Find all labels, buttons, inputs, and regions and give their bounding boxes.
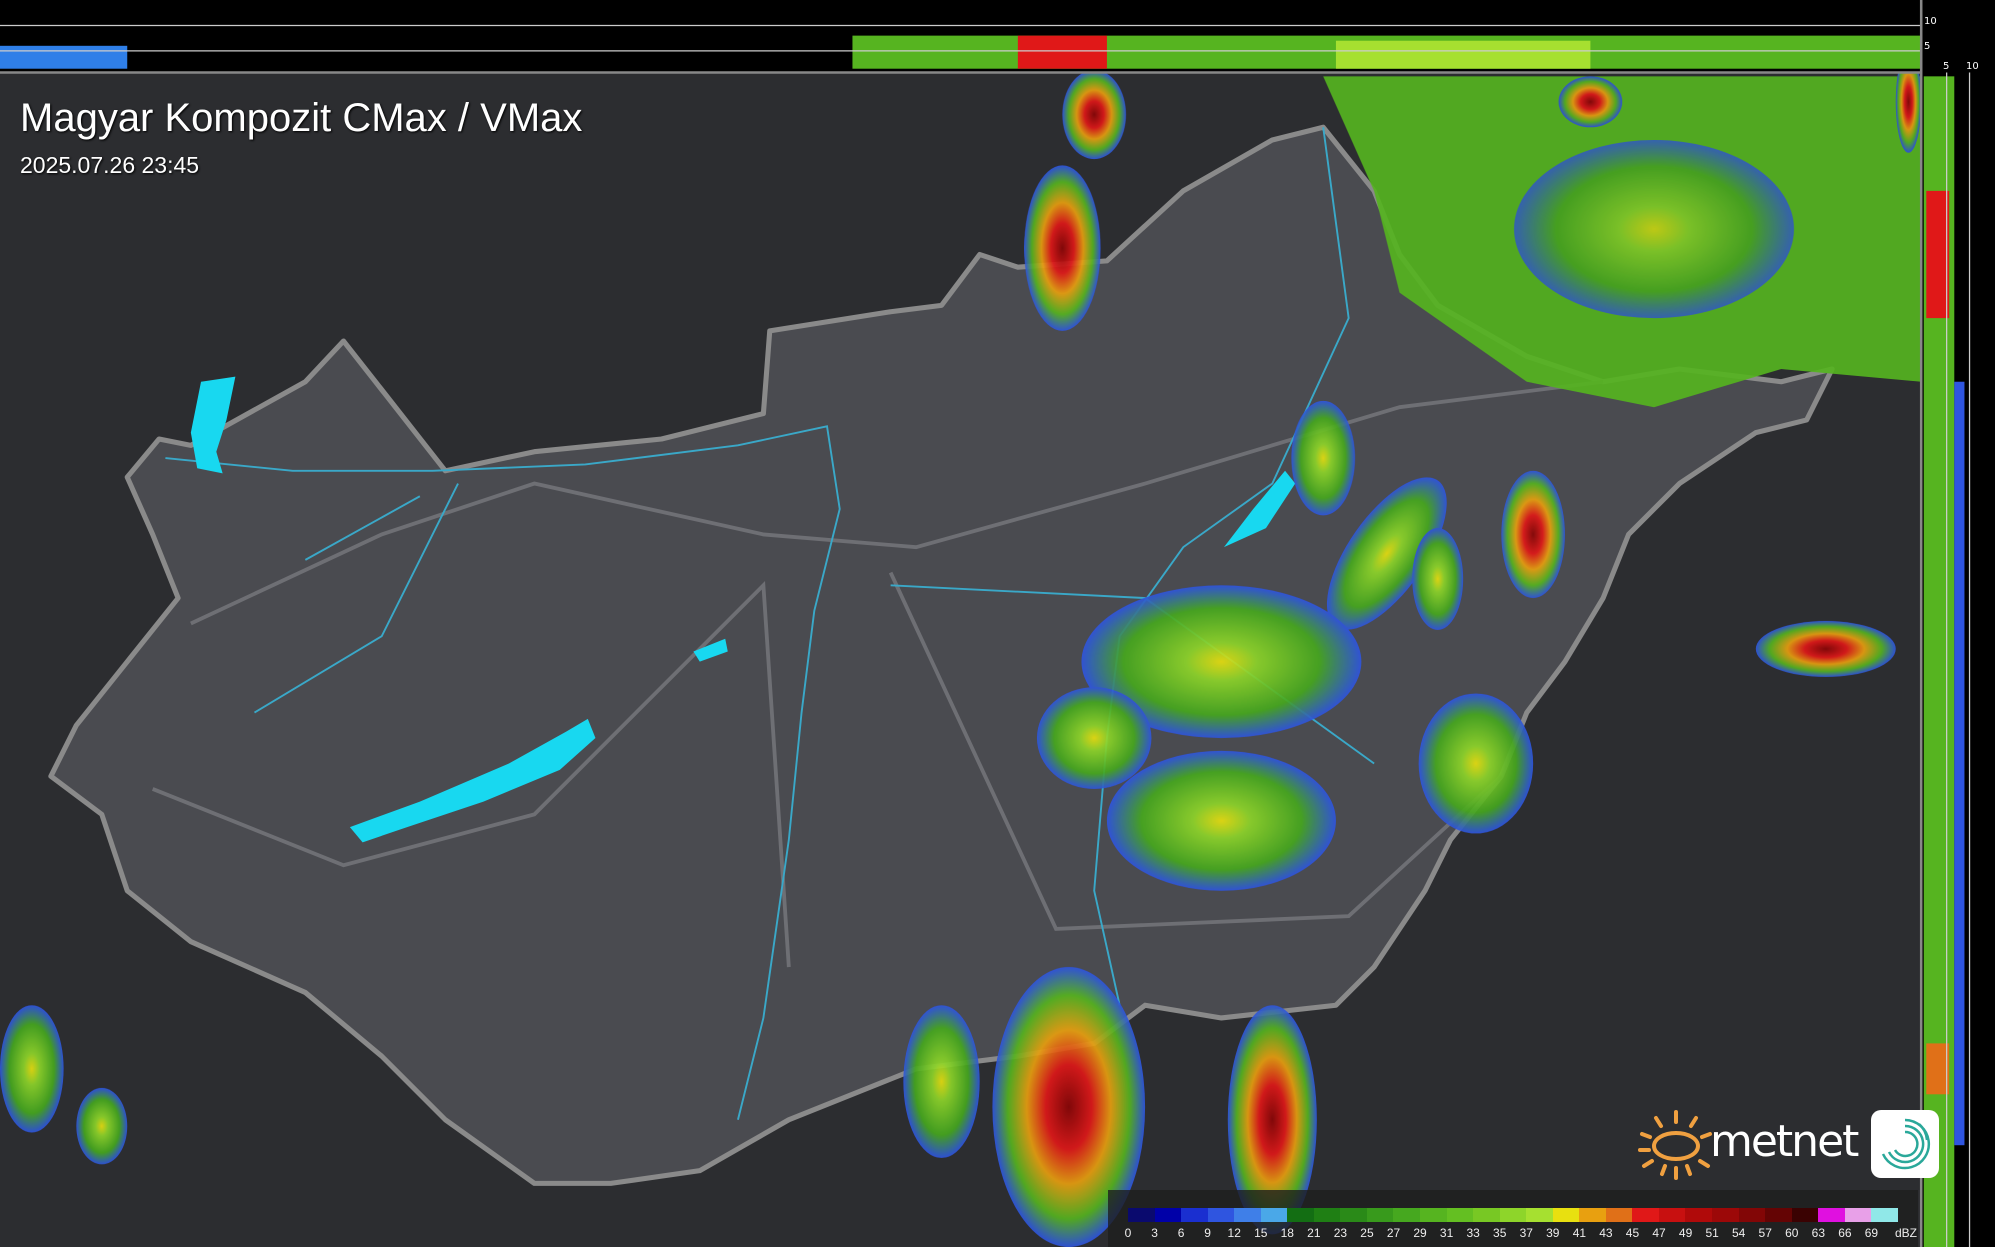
legend-label: 27 (1386, 1226, 1401, 1240)
legend-swatch (1207, 1208, 1235, 1222)
legend-swatch (1712, 1208, 1739, 1222)
legend-swatch (1526, 1208, 1553, 1222)
legend-label: 54 (1732, 1226, 1746, 1240)
legend-label: 9 (1204, 1226, 1211, 1240)
legend-label: 39 (1546, 1226, 1560, 1240)
legend-swatch (1685, 1208, 1713, 1222)
legend-swatch (1579, 1208, 1606, 1222)
legend-swatch (1791, 1208, 1819, 1222)
legend-label: 21 (1307, 1226, 1321, 1240)
legend-label: 37 (1519, 1226, 1533, 1240)
logo-text: metnet (1710, 1115, 1859, 1167)
legend-swatch (1420, 1208, 1447, 1222)
legend-label: 18 (1280, 1226, 1294, 1240)
legend-swatch (1605, 1208, 1633, 1222)
profile-right-strip (1919, 0, 1995, 1247)
legend-label: 63 (1811, 1226, 1826, 1240)
top-strip-label-10: 10 (1924, 16, 1937, 27)
legend-swatch (1446, 1208, 1474, 1222)
profile-top-strip (0, 0, 1995, 74)
legend-label: 66 (1838, 1226, 1852, 1240)
legend-swatch (1473, 1208, 1500, 1222)
legend-label: 6 (1177, 1226, 1185, 1240)
legend-swatch (1818, 1208, 1845, 1222)
legend-label: 29 (1413, 1226, 1427, 1240)
legend-swatch (1658, 1208, 1686, 1222)
legend-swatch (1552, 1208, 1580, 1222)
legend-swatch (1765, 1208, 1792, 1222)
legend-color-bar (1128, 1208, 1898, 1222)
lakes (190, 376, 1296, 843)
legend-swatch (1154, 1208, 1182, 1222)
legend-swatch (1844, 1208, 1872, 1222)
legend-label: 41 (1572, 1226, 1587, 1240)
legend-label: 45 (1625, 1226, 1640, 1240)
legend-swatch (1499, 1208, 1527, 1222)
top-strip-label-5: 5 (1924, 41, 1931, 52)
legend-swatch (1128, 1208, 1155, 1222)
swirl-icon (1871, 1110, 1940, 1178)
legend-label: 51 (1705, 1226, 1719, 1240)
legend-swatch (1632, 1208, 1659, 1222)
dbz-legend: 0 3 6 9 12 15 18 21 23 25 27 29 31 33 35 37 39 41 43 45 47 49… (1108, 1190, 1918, 1247)
legend-label: 15 (1254, 1226, 1268, 1240)
precipitation-echoes (0, 50, 1922, 1247)
metnet-logo: metnet (1636, 1104, 1940, 1184)
legend-label: 12 (1227, 1226, 1241, 1240)
legend-swatch (1313, 1208, 1341, 1222)
legend-swatch (1393, 1208, 1421, 1222)
sun-icon (1638, 1110, 1712, 1180)
hungary-country (48, 124, 1835, 1186)
legend-swatch (1871, 1208, 1898, 1222)
legend-swatch (1366, 1208, 1394, 1222)
legend-unit: dBZ (1894, 1226, 1918, 1240)
lake-neusiedl (190, 376, 236, 474)
legend-label: 25 (1360, 1226, 1374, 1240)
legend-labels: 0 3 6 9 12 15 18 21 23 25 27 29 31 33 35 37 39 41 43 45 47 49… (1108, 1226, 1918, 1242)
legend-label: 0 (1124, 1226, 1132, 1240)
map-title: Magyar Kompozit CMax / VMax (20, 96, 583, 140)
right-strip-label-5: 5 (1943, 61, 1950, 72)
legend-label: 43 (1599, 1226, 1613, 1240)
legend-label: 47 (1652, 1226, 1666, 1240)
legend-swatch (1340, 1208, 1367, 1222)
legend-swatch (1287, 1208, 1314, 1222)
county-borders (151, 379, 1604, 968)
right-strip-label-10: 10 (1966, 61, 1979, 72)
legend-swatch (1738, 1208, 1766, 1222)
lake-tisza (1223, 470, 1296, 548)
legend-label: 23 (1333, 1226, 1348, 1240)
legend-label: 69 (1864, 1226, 1879, 1240)
legend-label: 60 (1785, 1226, 1799, 1240)
legend-label: 31 (1439, 1226, 1454, 1240)
legend-label: 49 (1678, 1226, 1693, 1240)
legend-swatch (1234, 1208, 1261, 1222)
legend-label: 3 (1151, 1226, 1158, 1240)
timestamp: 2025.07.26 23:45 (20, 152, 200, 178)
legend-label: 35 (1493, 1226, 1507, 1240)
legend-swatch (1260, 1208, 1288, 1222)
legend-label: 57 (1758, 1226, 1772, 1240)
legend-label: 33 (1466, 1226, 1480, 1240)
legend-swatch (1181, 1208, 1208, 1222)
lake-balaton (349, 718, 596, 843)
